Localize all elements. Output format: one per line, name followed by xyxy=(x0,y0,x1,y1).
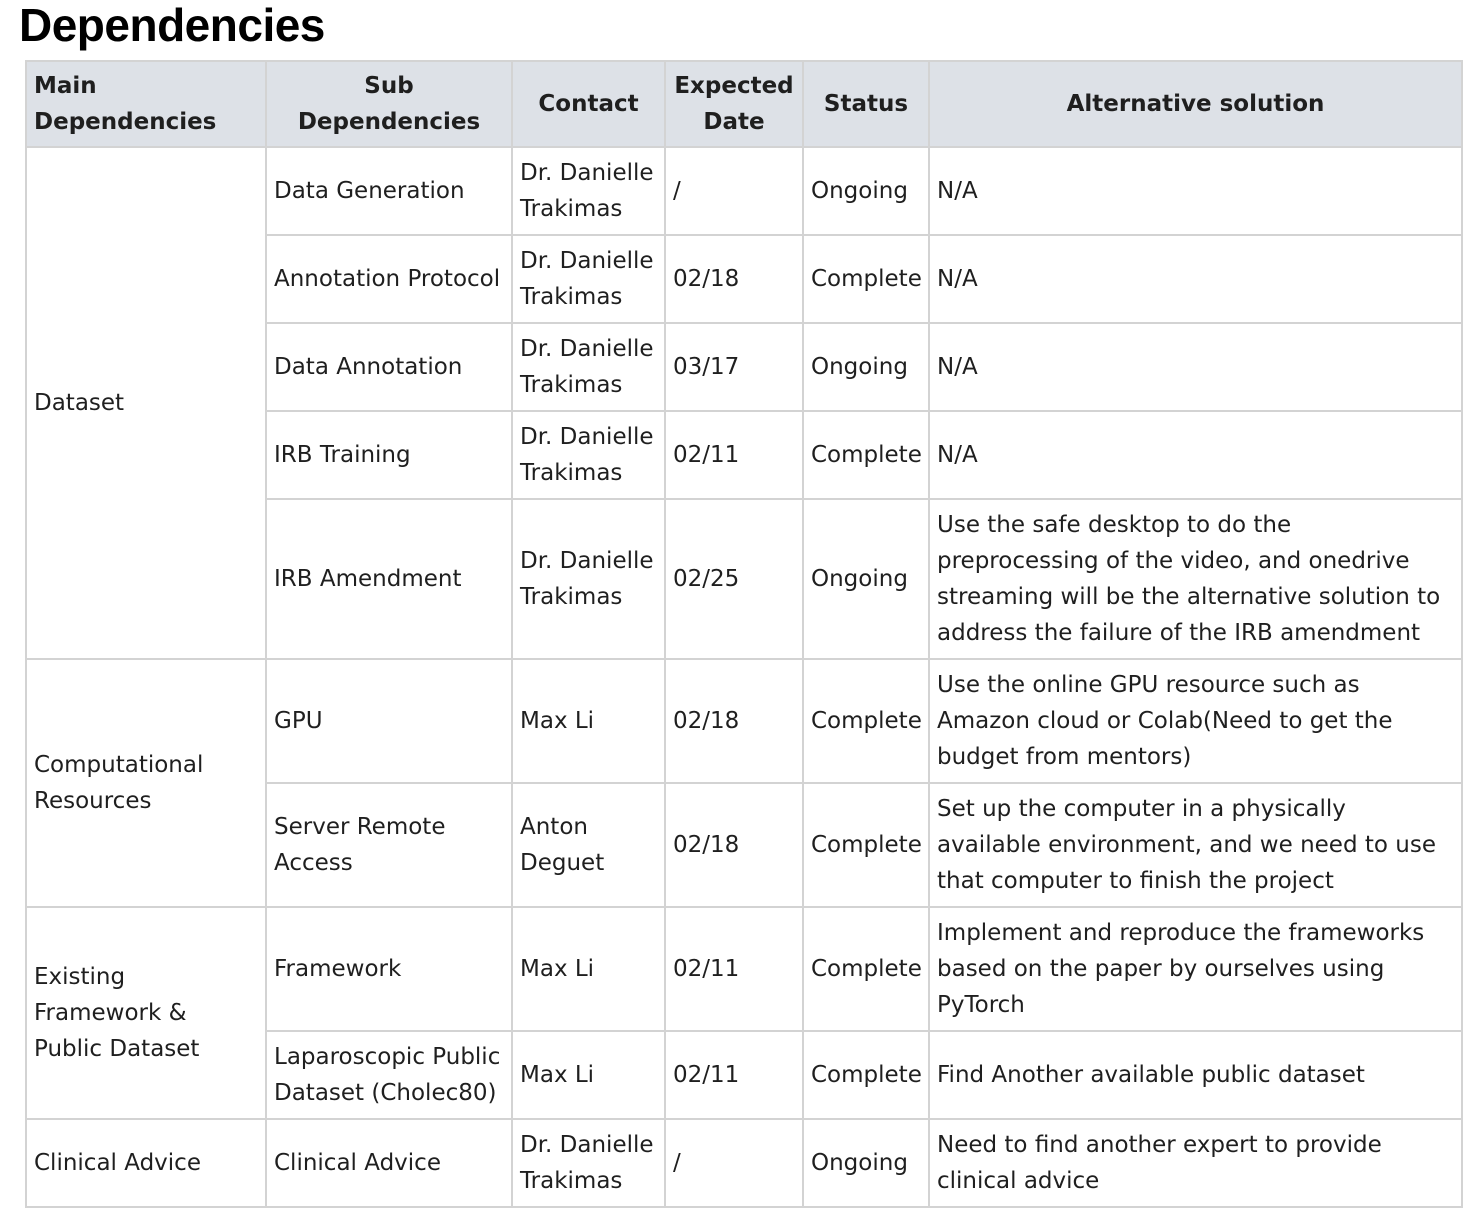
expected-date-cell: 02/18 xyxy=(664,658,804,784)
header-contact: Contact xyxy=(511,60,666,148)
expected-date-cell: 02/18 xyxy=(664,234,804,324)
expected-date-cell: 03/17 xyxy=(664,322,804,412)
expected-date-cell: 02/18 xyxy=(664,782,804,908)
status-cell: Ongoing xyxy=(802,498,930,660)
alternative-solution-cell: N/A xyxy=(928,410,1463,500)
main-dependency-cell: Existing Framework & Public Dataset xyxy=(25,906,267,1120)
alternative-solution-cell: N/A xyxy=(928,234,1463,324)
table-row: Annotation Protocol Dr. Danielle Trakima… xyxy=(26,234,1463,324)
sub-dependency-cell: Data Generation xyxy=(265,146,513,236)
sub-dependency-cell: Data Annotation xyxy=(265,322,513,412)
expected-date-cell: / xyxy=(664,146,804,236)
sub-dependency-cell: Framework xyxy=(265,906,513,1032)
main-dependency-cell: Computational Resources xyxy=(25,658,267,908)
contact-cell: Max Li xyxy=(511,1030,666,1120)
table-row: Existing Framework & Public Dataset Fram… xyxy=(25,906,1463,1120)
table-row: Clinical Advice Clinical Advice Dr. Dani… xyxy=(25,1118,1463,1208)
alternative-solution-cell: N/A xyxy=(928,146,1463,236)
contact-cell: Dr. Danielle Trakimas xyxy=(511,498,666,660)
main-dependency-cell: Dataset xyxy=(25,146,267,660)
header-alternative-solution: Alternative solution xyxy=(928,60,1463,148)
header-main-dependencies: Main Dependencies xyxy=(25,60,267,148)
status-cell: Complete xyxy=(802,906,930,1032)
alternative-solution-cell: Implement and reproduce the frameworks b… xyxy=(928,906,1463,1032)
sub-dependency-cell: IRB Training xyxy=(265,410,513,500)
header-status: Status xyxy=(802,60,930,148)
alternative-solution-cell: Set up the computer in a physically avai… xyxy=(928,782,1463,908)
header-sub-dependencies: Sub Dependencies xyxy=(265,60,513,148)
alternative-solution-cell: Use the safe desktop to do the preproces… xyxy=(928,498,1463,660)
sub-dependency-cell: IRB Amendment xyxy=(265,498,513,660)
table-row: Laparoscopic Public Dataset (Cholec80) M… xyxy=(26,1030,1463,1120)
status-cell: Ongoing xyxy=(802,322,930,412)
status-cell: Complete xyxy=(802,1030,930,1120)
table-row: Computational Resources GPU Max Li 02/18… xyxy=(25,658,1463,908)
status-cell: Complete xyxy=(802,782,930,908)
main-dependency-cell: Clinical Advice xyxy=(25,1118,267,1208)
alternative-solution-cell: Need to find another expert to provide c… xyxy=(928,1118,1463,1208)
status-cell: Ongoing xyxy=(802,146,930,236)
expected-date-cell: 02/11 xyxy=(664,1030,804,1120)
status-cell: Complete xyxy=(802,234,930,324)
sub-dependency-cell: Server Remote Access xyxy=(265,782,513,908)
expected-date-cell: 02/25 xyxy=(664,498,804,660)
sub-dependency-cell: Clinical Advice xyxy=(265,1118,513,1208)
table-row: Dataset Data Generation Dr. Danielle Tra… xyxy=(25,146,1463,660)
contact-cell: Dr. Danielle Trakimas xyxy=(511,1118,666,1208)
alternative-solution-cell: N/A xyxy=(928,322,1463,412)
table-row: Data Annotation Dr. Danielle Trakimas 03… xyxy=(26,322,1463,412)
header-expected-date: Expected Date xyxy=(664,60,804,148)
expected-date-cell: 02/11 xyxy=(664,410,804,500)
dependencies-table: Main Dependencies Sub Dependencies Conta… xyxy=(25,60,1463,1208)
sub-dependency-cell: Annotation Protocol xyxy=(265,234,513,324)
status-cell: Complete xyxy=(802,658,930,784)
expected-date-cell: 02/11 xyxy=(664,906,804,1032)
contact-cell: Dr. Danielle Trakimas xyxy=(511,322,666,412)
alternative-solution-cell: Find Another available public dataset xyxy=(928,1030,1463,1120)
page-title: Dependencies xyxy=(19,0,325,51)
contact-cell: Dr. Danielle Trakimas xyxy=(511,410,666,500)
expected-date-cell: / xyxy=(664,1118,804,1208)
status-cell: Complete xyxy=(802,410,930,500)
sub-dependency-cell: Laparoscopic Public Dataset (Cholec80) xyxy=(265,1030,513,1120)
table-row: IRB Amendment Dr. Danielle Trakimas 02/2… xyxy=(26,498,1463,660)
sub-dependency-cell: GPU xyxy=(265,658,513,784)
contact-cell: Dr. Danielle Trakimas xyxy=(511,146,666,236)
table-row: IRB Training Dr. Danielle Trakimas 02/11… xyxy=(26,410,1463,500)
table-row: Server Remote Access Anton Deguet 02/18 … xyxy=(26,782,1463,908)
table-header-row: Main Dependencies Sub Dependencies Conta… xyxy=(25,60,1463,148)
alternative-solution-cell: Use the online GPU resource such as Amaz… xyxy=(928,658,1463,784)
contact-cell: Max Li xyxy=(511,906,666,1032)
contact-cell: Dr. Danielle Trakimas xyxy=(511,234,666,324)
contact-cell: Anton Deguet xyxy=(511,782,666,908)
contact-cell: Max Li xyxy=(511,658,666,784)
status-cell: Ongoing xyxy=(802,1118,930,1208)
